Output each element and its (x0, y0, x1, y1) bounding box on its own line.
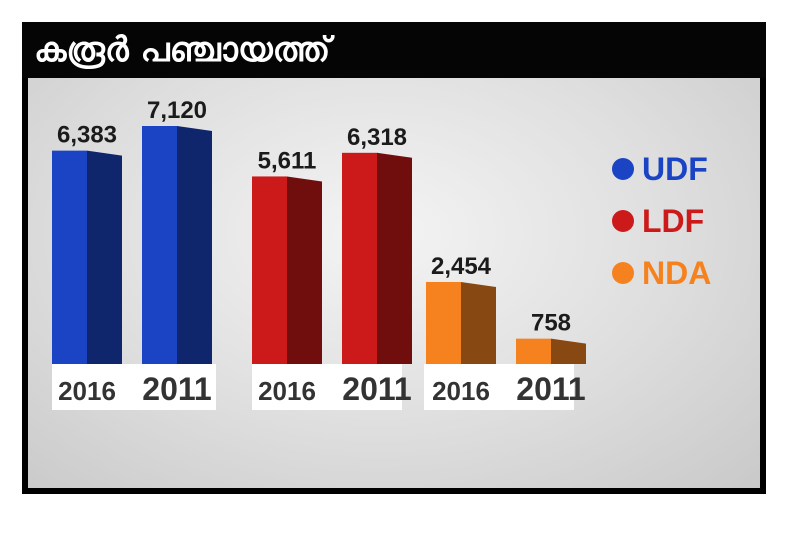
value-label-ldf-2016: 5,611 (258, 147, 317, 174)
chart-frame: കരൂർ പഞ്ചായത്ത് (22, 22, 766, 494)
bar-side-nda-2011 (551, 338, 586, 364)
legend-item-ldf: LDF (612, 202, 711, 240)
legend-label-nda: NDA (642, 254, 712, 291)
legend-label-ldf: LDF (642, 202, 705, 239)
category-label-udf-2016: 2016 (58, 376, 116, 406)
category-strip-nda (424, 364, 574, 410)
value-label-udf-2011: 7,120 (147, 97, 207, 124)
legend-item-nda: NDA (612, 254, 711, 292)
category-label-ldf-2011: 2011 (342, 371, 411, 407)
category-label-nda-2016: 2016 (432, 376, 490, 406)
category-label-udf-2011: 2011 (142, 371, 211, 407)
category-label-nda-2011: 2011 (516, 371, 585, 407)
value-label-nda-2011: 758 (531, 310, 571, 337)
bar-udf-2016 (52, 150, 87, 364)
legend-label-udf: UDF (642, 150, 708, 187)
bar-side-udf-2011 (177, 126, 212, 364)
title-bar: കരൂർ പഞ്ചായത്ത് (22, 22, 766, 78)
legend-item-udf: UDF (612, 150, 711, 188)
bar-nda-2011 (516, 338, 551, 364)
bar-side-ldf-2011 (377, 152, 412, 364)
legend: UDF LDF NDA (612, 150, 711, 306)
bar-side-ldf-2016 (287, 176, 322, 364)
category-strip-ldf (252, 364, 402, 410)
category-strip-udf (52, 364, 216, 410)
bar-ldf-2011 (342, 152, 377, 364)
chart-title: കരൂർ പഞ്ചായത്ത് (34, 30, 331, 70)
bar-nda-2016 (426, 281, 461, 364)
bar-side-nda-2016 (461, 281, 496, 364)
bar-udf-2011 (142, 126, 177, 364)
category-label-ldf-2016: 2016 (258, 376, 316, 406)
value-label-nda-2016: 2,454 (431, 253, 492, 280)
value-label-ldf-2011: 6,318 (347, 124, 407, 151)
legend-dot-ldf (612, 210, 634, 232)
legend-dot-nda (612, 262, 634, 284)
bar-ldf-2016 (252, 176, 287, 364)
bar-side-udf-2016 (87, 150, 122, 364)
legend-dot-udf (612, 158, 634, 180)
value-label-udf-2016: 6,383 (57, 122, 117, 149)
